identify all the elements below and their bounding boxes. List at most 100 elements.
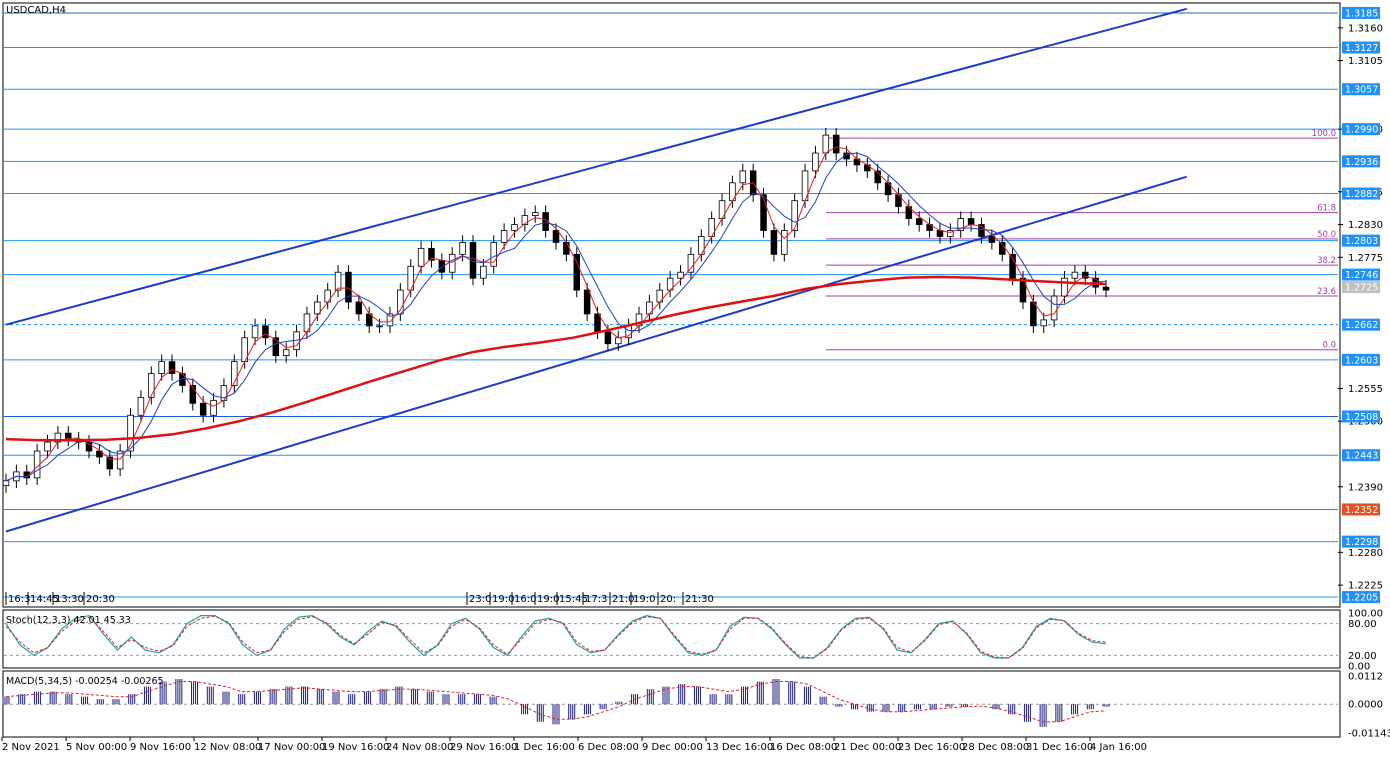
candle-body [480,265,487,279]
time-bar-label: 15:45 [559,594,588,605]
candle-body [355,301,363,315]
price-level-tag [1342,155,1380,168]
trend-channel [5,7,1188,533]
price-level-tag-label: 1.2803 [1345,236,1378,247]
price-level-tag-label: 1.2662 [1345,320,1378,331]
time-bar-label: 20: [660,594,676,605]
candle-body [428,247,435,261]
candle-body [874,170,881,184]
fib-level-label: 38.2 [1317,256,1336,266]
x-tick-label: 31 Dec 16:00 [1026,742,1093,753]
price-level-tag-label: 1.2603 [1345,355,1378,366]
x-tick-label: 5 Nov 00:00 [66,742,127,753]
x-tick-label: 9 Dec 00:00 [642,742,703,753]
candle-body [687,253,695,273]
fib-level-label: 0.0 [1322,341,1336,351]
candle-body [947,230,954,237]
y-tick-label: 1.2830 [1348,220,1383,231]
y-tick-label: 1.3105 [1348,56,1383,67]
candle-body [552,230,560,243]
candle-body [106,456,114,470]
candle-body [137,396,145,416]
macd-indicator: 0.0112 0.0000 -0.01143 [2,672,1390,740]
candle-body [417,247,425,267]
candle-body [376,325,383,328]
price-level-tag-label: 1.2882 [1345,189,1378,200]
y-tick-label: 1.2280 [1348,548,1383,559]
y-tick-label: 1.3160 [1348,23,1383,34]
candle-body [1071,271,1079,279]
price-level-tag-label: 1.3127 [1345,43,1378,54]
candle-body [199,402,207,416]
candle-body [573,253,581,291]
candle-body [739,170,747,184]
candle-body [1102,286,1110,291]
price-level-tag [1342,318,1380,331]
candles [2,127,1110,493]
candle-body [791,200,798,231]
candle-body [1009,253,1016,279]
time-bar-label: 16:0 [514,594,536,605]
macd-tick-label: 0.0000 [1348,700,1383,711]
candle-body [957,218,964,231]
stochastic-label: Stoch(12,3,3) 42.01 45.33 [6,615,131,626]
candle-body [1050,295,1058,321]
macd-tick-label: -0.01143 [1348,729,1390,740]
price-level-tag-label: 1.2990 [1345,125,1378,136]
candle-body [1081,271,1089,279]
y-tick-label: 1.2390 [1348,482,1383,493]
fibonacci-retracement: 100.0 61.8 50.0 38.2 23.6 0.0 [826,129,1338,351]
candle-body [500,230,508,243]
price-level-tag [1342,353,1380,366]
candle-body [1061,277,1068,297]
candle-body [781,230,788,255]
stochastic-tick-label: 0.00 [1348,662,1370,673]
candle-body [158,361,165,374]
macd-tick-label: 0.0112 [1348,672,1383,683]
fib-level-label: 50.0 [1317,230,1336,240]
x-tick-label: 13 Dec 16:00 [706,742,773,753]
price-levels [4,12,1338,598]
fib-level-label: 23.6 [1317,287,1336,297]
x-tick-label: 21 Dec 00:00 [834,742,901,753]
candle-body [386,313,394,327]
candle-body [615,337,622,345]
candle-body [251,325,259,339]
x-tick-label: 16 Dec 08:00 [770,742,837,753]
current-price-label: 1.2725 [1345,283,1378,294]
candle-body [677,271,684,279]
candle-body [604,331,612,345]
macd-label: MACD(5,34,5) -0.00254 -0.00265 [6,676,164,687]
candle-body [490,242,497,267]
x-tick-label: 28 Dec 08:00 [962,742,1029,753]
time-bar-label: 21:30 [685,594,714,605]
x-tick-label: 23 Dec 16:00 [898,742,965,753]
candle-body [511,224,518,231]
candle-body [2,480,10,487]
moving-average-fast [5,146,1107,482]
stochastic-panel-frame [2,609,1341,669]
time-bar-label: 19:0 [492,594,514,605]
candle-body [262,325,269,339]
moving-average-slow [5,152,1107,482]
x-tick-label: 12 Nov 08:00 [194,742,261,753]
channel-upper-line [5,7,1188,326]
time-bar-label: 17:3 [585,594,607,605]
stochastic-tick-label: 20.00 [1348,651,1377,662]
candle-body [978,224,985,237]
x-tick-label: 24 Nov 08:00 [386,742,453,753]
candle-body [345,271,352,303]
price-level-tag [1342,410,1380,423]
x-tick-label: 4 Jan 16:00 [1090,742,1147,753]
candle-body [168,361,176,374]
price-panel-frame [2,2,1341,608]
x-tick-label: 1 Dec 16:00 [514,742,575,753]
price-level-tag-label: 1.2352 [1345,505,1378,516]
x-tick-label: 29 Nov 16:00 [450,742,517,753]
candle-body [85,441,93,452]
price-level-tag-label: 1.2508 [1345,412,1378,423]
price-level-tag [1342,591,1380,604]
